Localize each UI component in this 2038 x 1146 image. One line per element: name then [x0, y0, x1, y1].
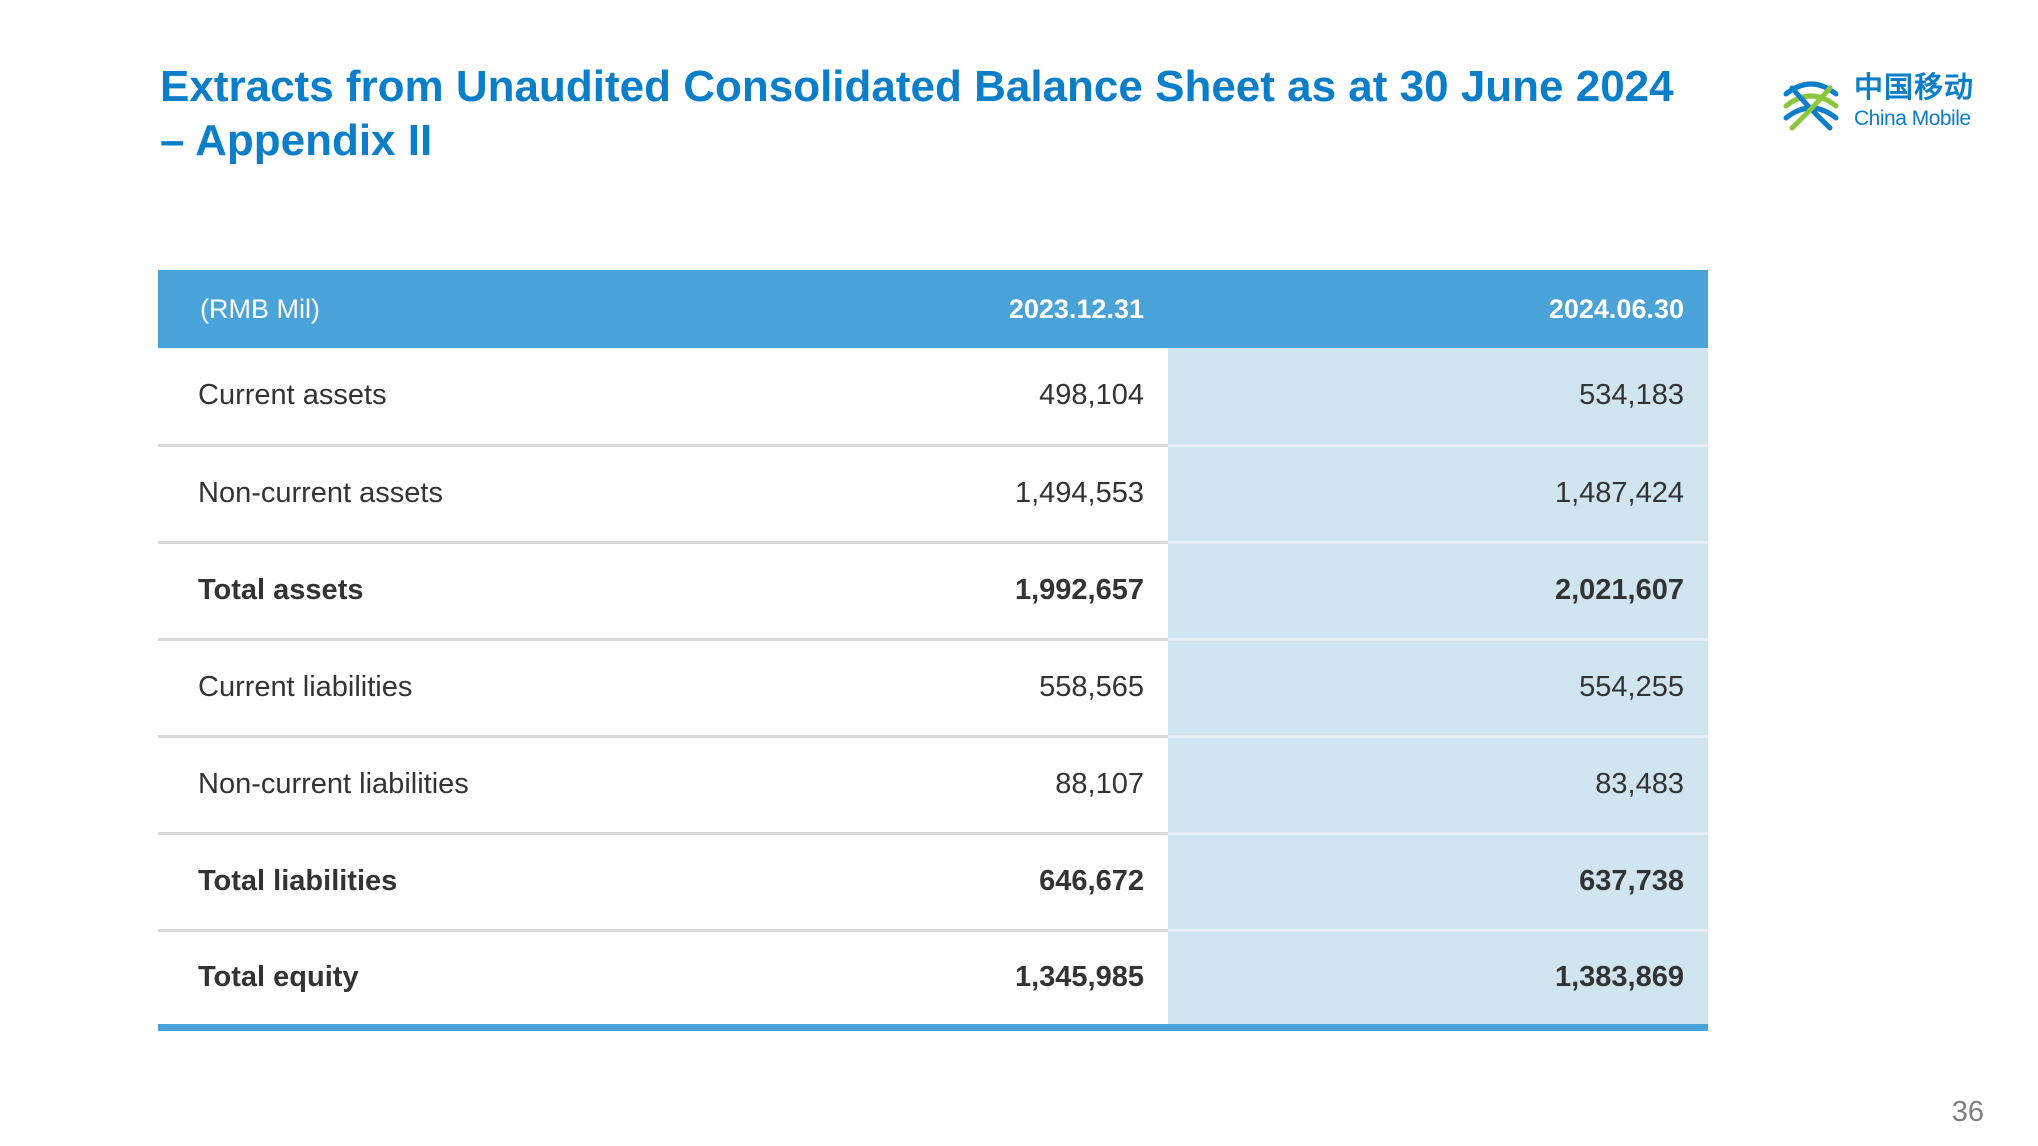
china-mobile-logo: 中国移动 China Mobile: [1778, 68, 1998, 138]
unit-label: (RMB Mil): [200, 293, 320, 324]
row-label: Non-current assets: [158, 445, 758, 544]
row-label: Current assets: [158, 348, 758, 447]
value-2024: 1,383,869: [1168, 930, 1708, 1031]
logo-chinese-name: 中国移动: [1854, 70, 1975, 104]
table-header-row: (RMB Mil) 2023.12.31 2024.06.30: [158, 270, 1708, 348]
value-2024: 83,483: [1168, 736, 1708, 835]
value-2024: 1,487,424: [1168, 445, 1708, 544]
table-row-total-equity: Total equity 1,345,985 1,383,869: [158, 930, 1708, 1031]
logo-english-name: China Mobile: [1854, 107, 1971, 130]
value-2024: 2,021,607: [1168, 542, 1708, 641]
value-2023: 498,104: [758, 348, 1168, 447]
value-2023: 558,565: [758, 639, 1168, 738]
page-number: 36: [1951, 1096, 1984, 1128]
value-2023: 1,345,985: [758, 930, 1168, 1031]
column-header-2023: 2023.12.31: [1008, 293, 1144, 324]
table-row-total-assets: Total assets 1,992,657 2,021,607: [158, 542, 1708, 641]
table-row-non-current-assets: Non-current assets 1,494,553 1,487,424: [158, 445, 1708, 544]
slide-title: Extracts from Unaudited Consolidated Bal…: [160, 60, 1720, 168]
row-label: Current liabilities: [158, 639, 758, 738]
row-label: Total equity: [158, 930, 758, 1031]
table-row-current-liabilities: Current liabilities 558,565 554,255: [158, 639, 1708, 738]
value-2023: 1,992,657: [758, 542, 1168, 641]
slide-title-line-1: Extracts from Unaudited Consolidated Bal…: [160, 62, 1674, 111]
table-row-current-assets: Current assets 498,104 534,183: [158, 348, 1708, 447]
table-row-total-liabilities: Total liabilities 646,672 637,738: [158, 833, 1708, 932]
value-2024: 554,255: [1168, 639, 1708, 738]
value-2023: 646,672: [758, 833, 1168, 932]
value-2023: 88,107: [758, 736, 1168, 835]
china-mobile-logo-icon: [1783, 81, 1839, 131]
value-2024: 534,183: [1168, 348, 1708, 447]
slide-title-line-2: – Appendix II: [160, 116, 433, 165]
table-row-non-current-liabilities: Non-current liabilities 88,107 83,483: [158, 736, 1708, 835]
column-header-2024: 2024.06.30: [1548, 293, 1684, 324]
row-label: Total assets: [158, 542, 758, 641]
row-label: Non-current liabilities: [158, 736, 758, 835]
row-label: Total liabilities: [158, 833, 758, 932]
value-2023: 1,494,553: [758, 445, 1168, 544]
value-2024: 637,738: [1168, 833, 1708, 932]
balance-sheet-table: (RMB Mil) 2023.12.31 2024.06.30 Current …: [158, 270, 1708, 1031]
